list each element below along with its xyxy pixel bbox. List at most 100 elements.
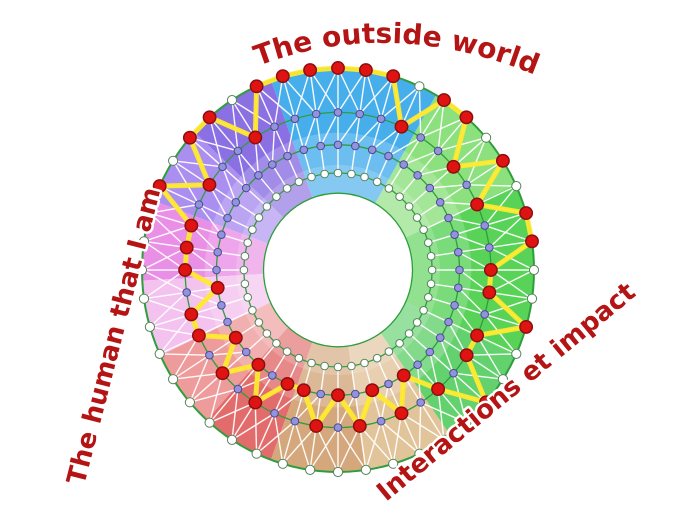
selected-node bbox=[182, 130, 197, 145]
inner-highlight-2 bbox=[236, 165, 440, 375]
node bbox=[283, 151, 292, 161]
node bbox=[262, 202, 272, 211]
node bbox=[497, 374, 508, 385]
mesh-line bbox=[420, 116, 467, 139]
node bbox=[243, 238, 252, 247]
node bbox=[217, 230, 226, 239]
mesh-line bbox=[172, 335, 200, 380]
node bbox=[239, 265, 249, 275]
node bbox=[372, 353, 382, 363]
node bbox=[427, 265, 437, 275]
mesh-line bbox=[452, 373, 468, 423]
node bbox=[485, 243, 494, 252]
node bbox=[455, 265, 464, 275]
node bbox=[511, 348, 522, 359]
selected-node bbox=[495, 153, 510, 168]
node bbox=[414, 81, 425, 92]
mesh-line bbox=[350, 145, 356, 175]
selected-node bbox=[248, 395, 263, 410]
mesh-line bbox=[354, 113, 361, 147]
node bbox=[481, 132, 492, 143]
node bbox=[182, 288, 191, 297]
node bbox=[372, 177, 382, 187]
mesh-line bbox=[309, 427, 339, 471]
node bbox=[138, 293, 150, 304]
mesh-line bbox=[376, 357, 390, 385]
mesh-line bbox=[399, 174, 419, 198]
mesh-line bbox=[143, 224, 192, 242]
node bbox=[168, 374, 179, 385]
node bbox=[233, 146, 243, 156]
node bbox=[316, 389, 326, 399]
node bbox=[248, 306, 257, 315]
mesh-line bbox=[172, 354, 210, 380]
node bbox=[240, 251, 250, 261]
node bbox=[270, 409, 279, 418]
sector-green-light bbox=[375, 95, 516, 238]
mesh-line bbox=[256, 420, 296, 455]
node bbox=[320, 169, 329, 179]
mesh-line bbox=[271, 126, 276, 165]
node bbox=[367, 145, 377, 155]
mesh-line bbox=[159, 334, 200, 355]
mesh-line bbox=[488, 246, 535, 271]
mesh-line bbox=[484, 313, 517, 355]
selected-node bbox=[228, 330, 243, 345]
node bbox=[277, 458, 288, 469]
node bbox=[511, 181, 522, 192]
mesh-line bbox=[309, 69, 339, 113]
mesh-line bbox=[489, 291, 533, 300]
mesh-line bbox=[371, 118, 382, 150]
node bbox=[360, 358, 369, 368]
node bbox=[395, 339, 404, 348]
selected-node bbox=[303, 63, 318, 78]
mesh-line bbox=[466, 353, 517, 356]
mesh-line bbox=[143, 298, 192, 316]
mesh-line bbox=[337, 113, 361, 146]
mesh-line bbox=[149, 212, 192, 227]
mesh-line bbox=[173, 372, 223, 380]
selected-node bbox=[184, 218, 199, 233]
mesh-line bbox=[231, 99, 256, 138]
mesh-line bbox=[423, 309, 449, 323]
mesh-line bbox=[429, 351, 454, 374]
mesh-line bbox=[350, 365, 356, 395]
mesh-line bbox=[231, 100, 239, 151]
selected-node bbox=[296, 383, 311, 398]
mesh-line bbox=[149, 203, 200, 214]
mesh-line bbox=[189, 137, 239, 152]
mesh-line bbox=[245, 187, 268, 208]
mesh-line bbox=[429, 184, 467, 189]
node bbox=[480, 221, 490, 230]
selected-node bbox=[358, 63, 373, 78]
mesh-line bbox=[256, 85, 296, 120]
selected-node bbox=[525, 234, 539, 249]
sector-tan-light bbox=[348, 332, 451, 470]
node bbox=[425, 347, 435, 357]
node bbox=[419, 225, 428, 234]
node bbox=[444, 317, 453, 327]
mesh-line bbox=[141, 246, 188, 271]
mesh-line bbox=[282, 76, 296, 119]
selected-node bbox=[248, 130, 263, 145]
node bbox=[213, 247, 222, 257]
mesh-line bbox=[198, 204, 222, 236]
mesh-line bbox=[420, 99, 445, 138]
node bbox=[461, 417, 472, 428]
node bbox=[205, 350, 214, 360]
mesh-line bbox=[403, 137, 422, 165]
selected-node bbox=[459, 110, 474, 125]
mesh-line bbox=[400, 413, 421, 454]
mesh-line bbox=[315, 425, 339, 473]
node bbox=[168, 155, 179, 166]
mesh-line bbox=[282, 425, 317, 465]
mesh-line bbox=[303, 113, 317, 151]
node bbox=[384, 347, 394, 356]
mesh-line bbox=[320, 112, 339, 147]
node bbox=[333, 168, 343, 178]
mesh-line bbox=[209, 388, 239, 424]
selected-node bbox=[482, 285, 497, 300]
mesh-line bbox=[303, 149, 313, 178]
node bbox=[268, 160, 277, 169]
